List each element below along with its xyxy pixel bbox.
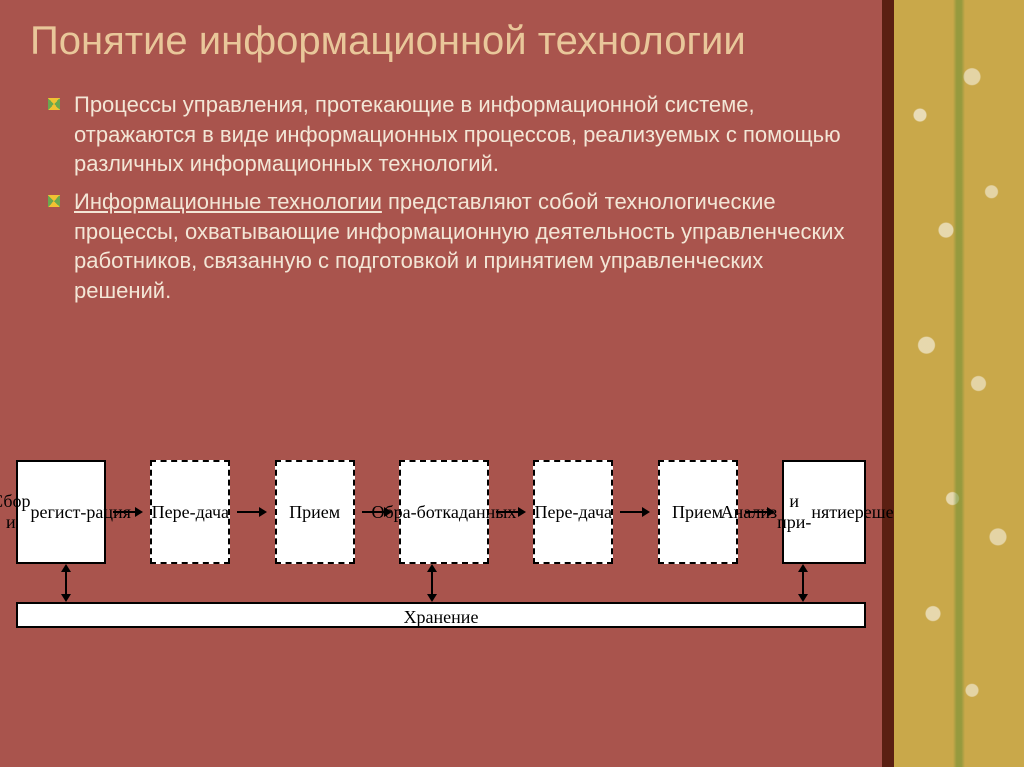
flow-box-n7: Анализи при-нятиереше-ния (782, 460, 866, 564)
flow-box-n2: Пере-дача (150, 460, 230, 564)
slide-main: Понятие информационной технологии Процес… (0, 0, 882, 767)
double-arrow-vertical-icon (59, 564, 73, 602)
arrow-right-icon (113, 505, 143, 519)
flow-box-n1: Сбор ирегист-рация (16, 460, 106, 564)
flow-box-n4: Обра-боткаданных (399, 460, 489, 564)
flow-box-n5: Пере-дача (533, 460, 613, 564)
storage-row: Хранение (0, 602, 882, 628)
bullet-underlined: Информационные технологии (74, 189, 382, 214)
flow-row: Сбор ирегист-рация Пере-дача Прием Обра-… (0, 460, 882, 564)
storage-box: Хранение (16, 602, 866, 628)
flow-diagram: Сбор ирегист-рация Пере-дача Прием Обра-… (0, 460, 882, 628)
bullet-item: Информационные технологии представляют с… (48, 187, 852, 306)
flow-box-n3: Прием (275, 460, 355, 564)
bullet-item: Процессы управления, протекающие в инфор… (48, 90, 852, 179)
double-arrow-vertical-icon (796, 564, 810, 602)
slide-title: Понятие информационной технологии (30, 20, 852, 62)
double-arrow-vertical-icon (425, 564, 439, 602)
arrow-right-icon (620, 505, 650, 519)
decorative-strip (894, 0, 1024, 767)
arrow-right-icon (496, 505, 526, 519)
bullet-list: Процессы управления, протекающие в инфор… (48, 90, 852, 306)
border-strip (882, 0, 894, 767)
decorative-pattern-vine (899, 0, 1019, 767)
slide: Понятие информационной технологии Процес… (0, 0, 1024, 767)
arrow-right-icon (237, 505, 267, 519)
